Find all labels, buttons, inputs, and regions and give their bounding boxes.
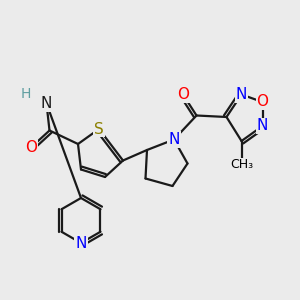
Text: N: N [168,132,180,147]
Text: O: O [177,87,189,102]
Text: O: O [256,94,268,110]
Text: N: N [75,236,87,250]
Text: S: S [94,122,104,136]
Text: CH₃: CH₃ [230,158,253,172]
Text: N: N [236,87,247,102]
Text: H: H [20,88,31,101]
Text: O: O [26,140,38,154]
Text: N: N [257,118,268,134]
Text: N: N [41,96,52,111]
